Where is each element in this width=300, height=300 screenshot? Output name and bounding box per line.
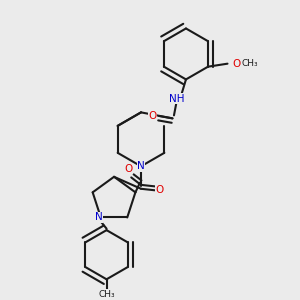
- Text: O: O: [232, 59, 241, 69]
- Text: O: O: [148, 111, 157, 121]
- Text: N: N: [137, 161, 145, 171]
- Text: CH₃: CH₃: [242, 59, 258, 68]
- Text: N: N: [94, 212, 102, 223]
- Text: O: O: [124, 164, 133, 174]
- Text: O: O: [156, 185, 164, 195]
- Text: CH₃: CH₃: [98, 290, 115, 299]
- Text: NH: NH: [169, 94, 184, 104]
